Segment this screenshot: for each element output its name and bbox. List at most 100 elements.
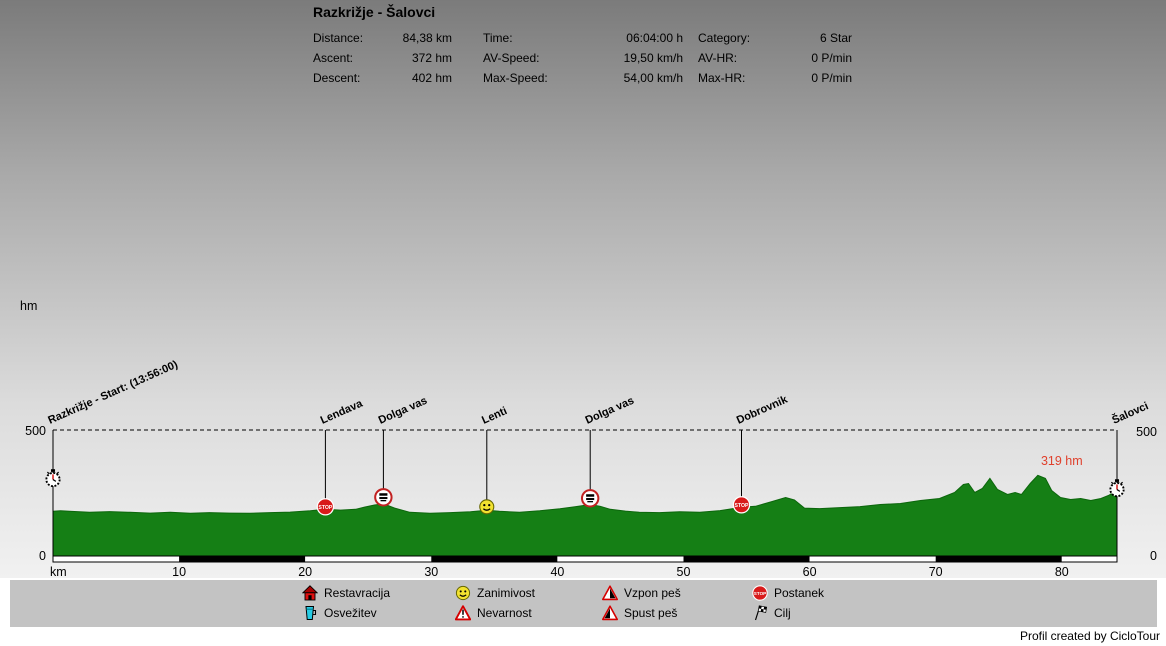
x-tick-label: 50 <box>677 565 691 579</box>
stat-value: 19,50 km/h <box>623 51 683 65</box>
stop-sign-icon: STOP <box>732 496 751 514</box>
stopwatch-icon <box>1109 479 1125 498</box>
scalebar-segment <box>1061 556 1117 562</box>
gradient-background <box>0 0 1166 578</box>
marker-label: Lenti <box>480 405 509 427</box>
stopwatch-icon <box>45 469 61 488</box>
stop-sign-icon: STOP <box>752 585 768 601</box>
marker-dobrovnik: STOP Dobrovnik <box>732 393 790 514</box>
stat-value: 0 P/min <box>811 71 852 85</box>
scalebar-segment <box>179 556 306 562</box>
svg-text:STOP: STOP <box>754 591 766 596</box>
steep-climb-icon <box>602 585 618 601</box>
scalebar-frame <box>52 555 1118 563</box>
stat-descent: Descent: 402 hm <box>313 71 452 85</box>
marker-lendava: STOP Lendava <box>316 397 365 516</box>
max-elevation-label: 319 hm <box>1041 454 1083 468</box>
marker-label: Dobrovnik <box>735 393 790 426</box>
town-sign-icon <box>374 488 393 507</box>
stat-value: 6 Star <box>819 31 852 45</box>
legend-item-restavracija: Restavracija <box>302 585 390 601</box>
marker-dolga-vas: Dolga vas <box>580 395 636 508</box>
legend-item-postanek: STOP Postanek <box>752 585 824 601</box>
smiley-icon <box>479 499 495 515</box>
y-tick-0-right: 0 <box>1150 549 1157 563</box>
scalebar-segment <box>305 556 432 562</box>
stat-max-hr: Max-HR: 0 P/min <box>698 71 852 85</box>
marker-label: Dolga vas <box>584 395 636 427</box>
town-sign-icon <box>580 489 600 508</box>
stat-label: Max-Speed: <box>483 71 548 85</box>
stat-ascent: Ascent: 372 hm <box>313 51 452 65</box>
legend-item-spust-pe-: Spust peš <box>602 605 677 621</box>
steep-descent-icon <box>602 605 618 621</box>
scalebar-segment <box>53 556 180 562</box>
stat-av-speed: AV-Speed: 19,50 km/h <box>483 51 683 65</box>
stat-max-speed: Max-Speed: 54,00 km/h <box>483 71 683 85</box>
stat-label: Time: <box>483 31 513 45</box>
stat-label: Ascent: <box>313 51 354 65</box>
scalebar-segment <box>683 556 810 562</box>
x-tick-label: 80 <box>1055 565 1069 579</box>
y-axis-unit: hm <box>20 299 37 313</box>
x-tick-label: 30 <box>424 565 438 579</box>
route-title: Razkrižje - Šalovci <box>313 4 436 20</box>
stat-value: 54,00 km/h <box>623 71 683 85</box>
legend-panel <box>10 580 1157 627</box>
scalebar-segment <box>809 556 936 562</box>
stop-sign-icon: STOP <box>316 498 335 516</box>
scalebar-segment <box>935 556 1062 562</box>
y-tick-0-left: 0 <box>39 549 46 563</box>
y-tick-500-right: 500 <box>1136 425 1157 439</box>
legend-item-osve-itev: Osvežitev <box>302 605 377 621</box>
x-axis-unit: km <box>50 565 67 579</box>
marker-label: Šalovci <box>1110 399 1150 427</box>
stat-label: AV-HR: <box>698 51 738 65</box>
legend-label: Osvežitev <box>324 606 377 620</box>
legend-label: Zanimivost <box>477 586 536 600</box>
finish-flag-icon <box>754 605 768 621</box>
marker-label: Lendava <box>319 397 365 426</box>
x-tick-label: 40 <box>550 565 564 579</box>
stat-label: Max-HR: <box>698 71 746 85</box>
stat-label: AV-Speed: <box>483 51 540 65</box>
stat-label: Distance: <box>313 31 364 45</box>
legend-label: Postanek <box>774 586 825 600</box>
legend-label: Cilj <box>774 606 791 620</box>
elevation-area <box>53 475 1117 557</box>
x-tick-label: 20 <box>298 565 312 579</box>
stat-value: 84,38 km <box>402 31 452 45</box>
refreshment-cup-icon <box>305 606 317 620</box>
legend-label: Nevarnost <box>477 606 532 620</box>
legend-item-nevarnost: Nevarnost <box>455 605 532 621</box>
danger-triangle-icon <box>455 605 471 621</box>
marker-dolga-vas: Dolga vas <box>374 395 429 507</box>
legend-label: Vzpon peš <box>624 586 681 600</box>
marker-label: Dolga vas <box>377 395 429 427</box>
legend-item-vzpon-pe-: Vzpon peš <box>602 585 681 601</box>
footer-credit: Profil created by CicloTour <box>1019 629 1160 643</box>
stat-time: Time: 06:04:00 h <box>483 31 683 45</box>
marker-razkri-je-start-13-56-00-: Razkrižje - Start: (13:56:00) <box>45 358 180 512</box>
y-tick-500-left: 500 <box>25 424 46 438</box>
stat-value: 06:04:00 h <box>626 31 683 45</box>
marker-lenti: Lenti <box>479 405 509 515</box>
stat-value: 372 hm <box>411 51 452 65</box>
smiley-icon <box>455 585 471 601</box>
stat-distance: Distance: 84,38 km <box>313 31 452 45</box>
x-tick-label: 70 <box>929 565 943 579</box>
stat-label: Category: <box>698 31 751 45</box>
legend-item-cilj: Cilj <box>752 605 791 621</box>
scalebar-segment <box>557 556 684 562</box>
restaurant-house-icon <box>302 585 318 601</box>
stat-category: Category: 6 Star <box>698 31 852 45</box>
stat-label: Descent: <box>313 71 361 85</box>
legend-label: Spust peš <box>624 606 678 620</box>
legend-item-zanimivost: Zanimivost <box>455 585 535 601</box>
marker--alovci: Šalovci <box>1109 399 1150 498</box>
legend-label: Restavracija <box>324 586 391 600</box>
marker-label: Razkrižje - Start: (13:56:00) <box>46 358 180 426</box>
elevation-outline <box>52 474 1118 514</box>
